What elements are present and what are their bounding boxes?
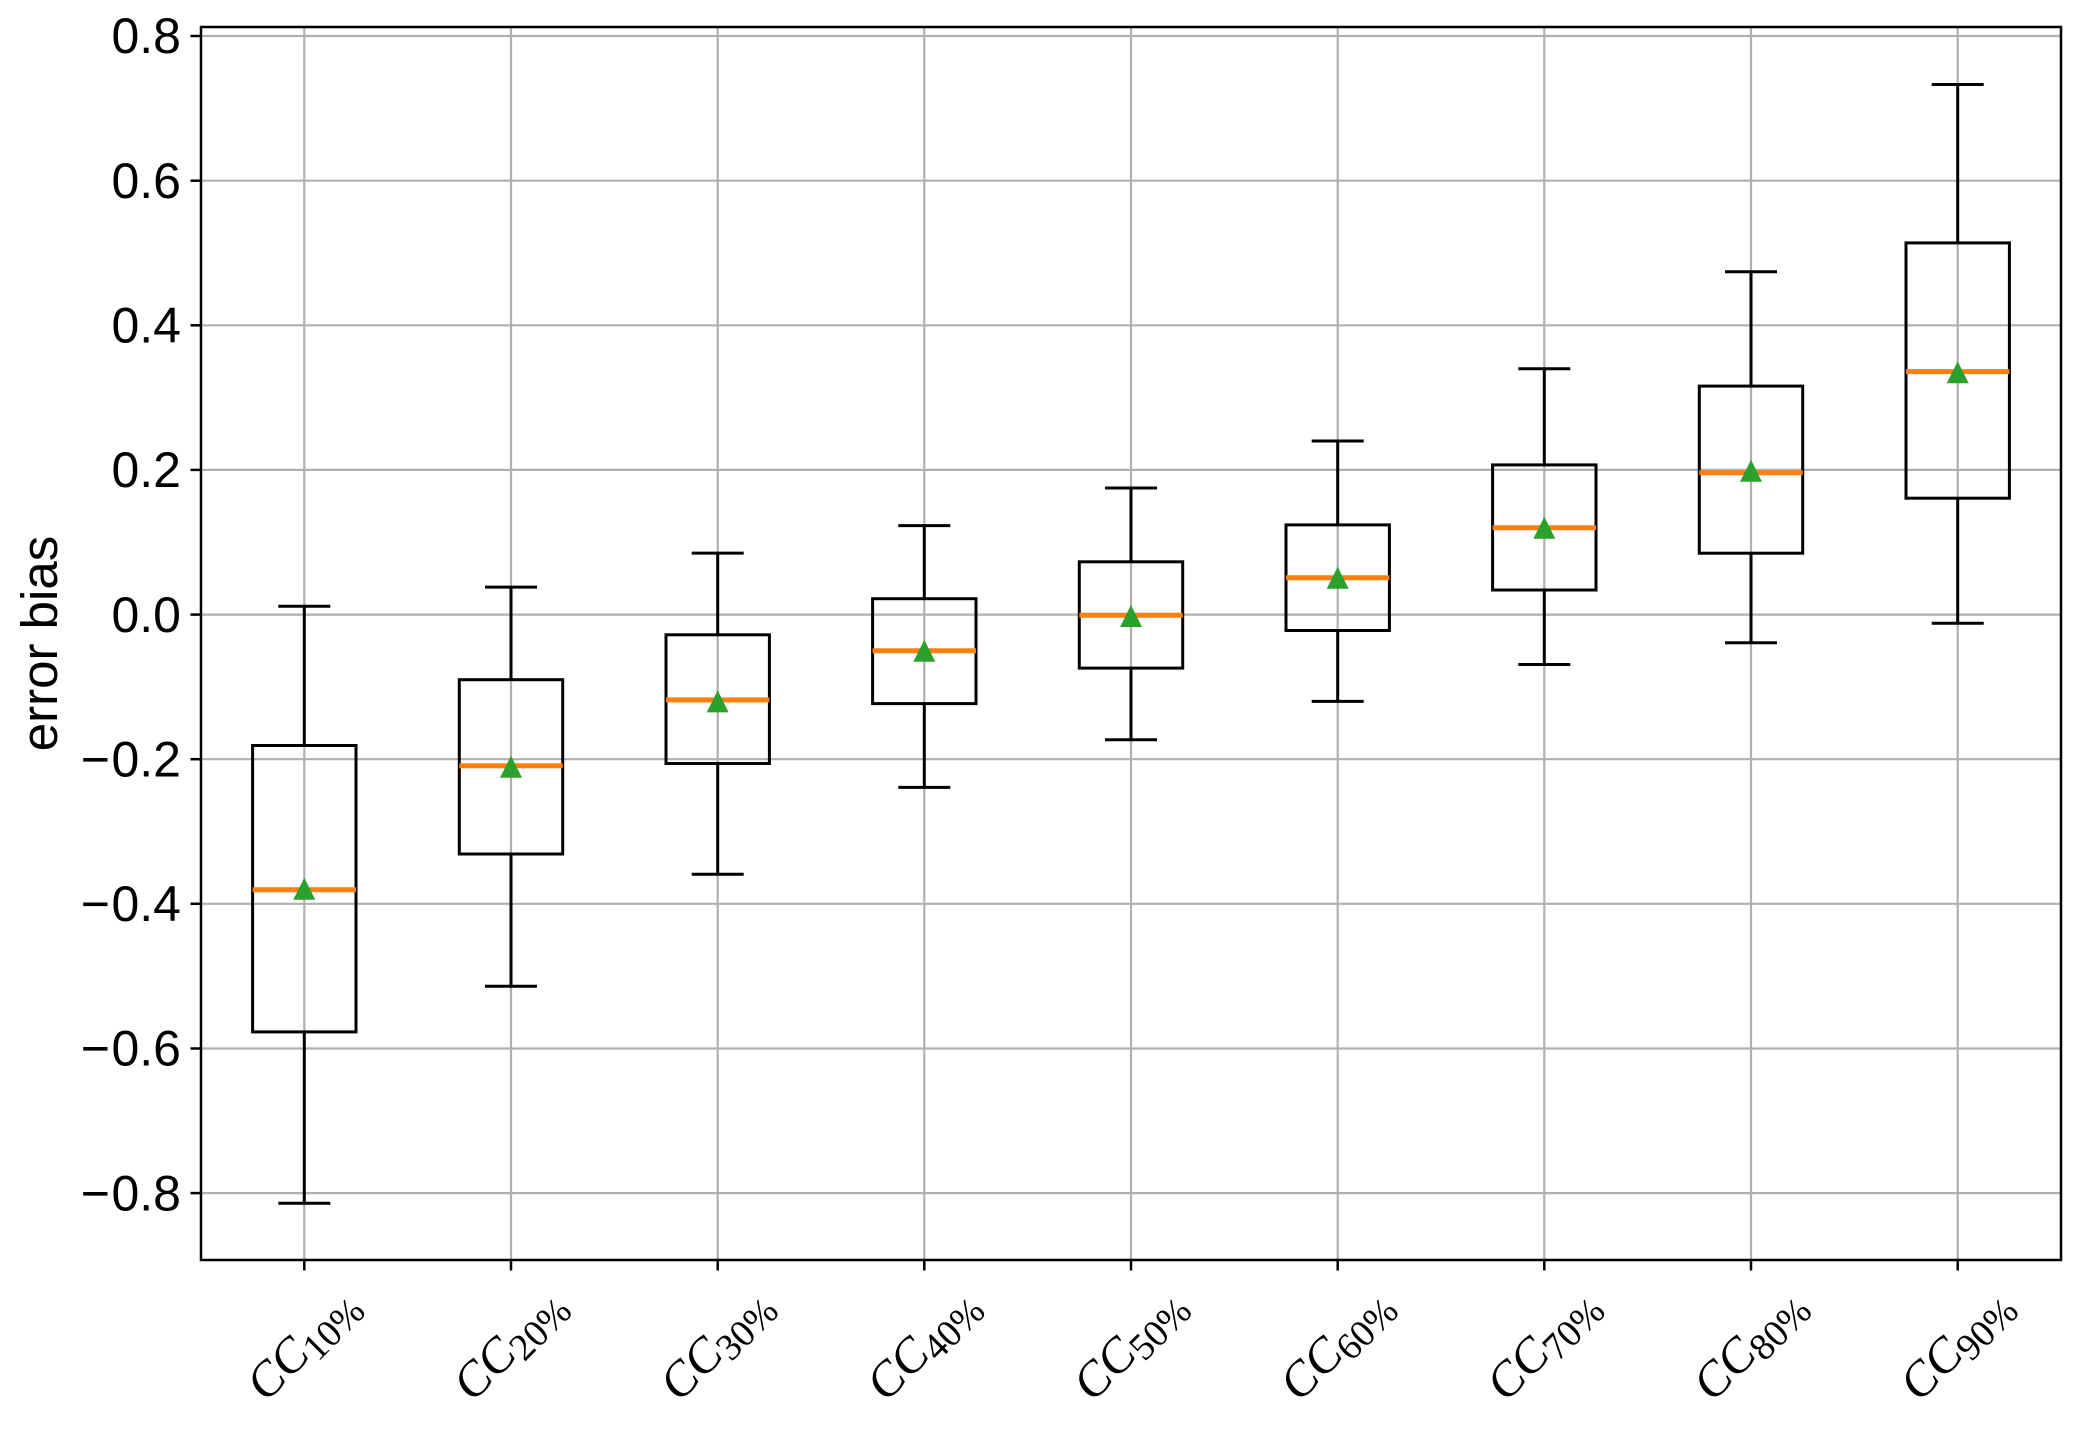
svg-text:0.6: 0.6 [111, 1021, 181, 1077]
svg-text:−: − [81, 876, 110, 932]
svg-text:0.8: 0.8 [111, 8, 181, 64]
svg-text:error bias: error bias [11, 536, 68, 751]
svg-text:0.2: 0.2 [111, 442, 181, 498]
svg-text:0.0: 0.0 [111, 587, 181, 643]
svg-text:0.4: 0.4 [111, 298, 181, 354]
svg-text:0.8: 0.8 [111, 1165, 181, 1221]
svg-text:0.2: 0.2 [111, 731, 181, 787]
svg-text:−: − [81, 731, 110, 787]
svg-text:0.4: 0.4 [111, 876, 181, 932]
svg-text:−: − [81, 1021, 110, 1077]
svg-text:0.6: 0.6 [111, 153, 181, 209]
svg-text:−: − [81, 1165, 110, 1221]
